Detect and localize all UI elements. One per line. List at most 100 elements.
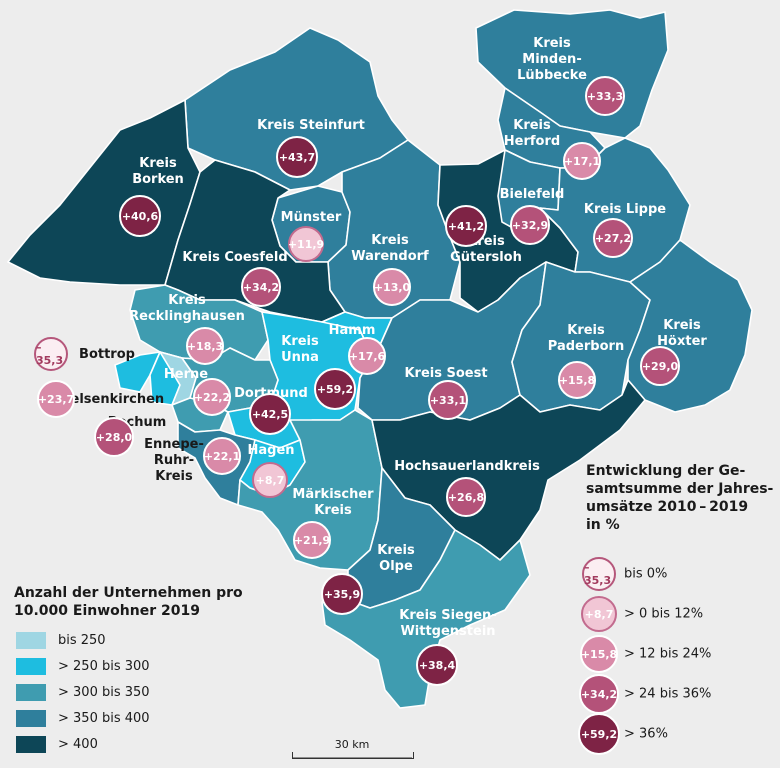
label-ennepe-line: Ennepe- [144, 437, 204, 452]
label-hamm-line: Hamm [328, 323, 376, 338]
label-minden-line: Kreis [533, 36, 571, 51]
label-maerkischer-line: Märkischer [292, 487, 374, 502]
label-warendorf-line: Warendorf [351, 249, 429, 264]
legend-swatch [16, 710, 46, 727]
legend-right-title: Entwicklung der Ge- samtsumme der Jahres… [586, 463, 774, 533]
label-paderborn-line: Kreis [567, 323, 605, 338]
value-bubble-olpe: +35,9 [321, 573, 363, 615]
label-unna-line: Kreis [281, 334, 319, 349]
label-unna-line: Unna [281, 350, 319, 365]
label-borken: Kreis Borken [132, 156, 184, 188]
legend-right-sample: –35,3 [582, 557, 616, 591]
value-bubble-soest: +33,1 [428, 380, 468, 420]
value-bubble-warendorf: +13,0 [373, 268, 411, 306]
label-lippe-line: Kreis Lippe [583, 202, 667, 217]
label-ennepe-line: Kreis [155, 469, 193, 484]
label-minden-line: Lübbecke [517, 68, 587, 83]
legend-right-label: > 24 bis 36% [624, 686, 712, 702]
legend-left-title: Anzahl der Unternehmen pro 10.000 Einwoh… [14, 585, 243, 619]
label-warendorf: Kreis Warendorf [351, 233, 428, 265]
value-bubble-muenster: +11,9 [288, 226, 324, 262]
value-bubble-lippe: +27,2 [593, 218, 633, 258]
label-borken-line: Borken [132, 172, 184, 187]
label-muenster-line: Münster [280, 210, 342, 225]
legend-right-label: > 36% [624, 726, 668, 742]
label-olpe-line: Olpe [379, 559, 413, 574]
label-gelsenkirchen: Gelsenkirchen [60, 392, 164, 408]
label-maerkischer-line: Kreis [314, 503, 352, 518]
legend-right-sample: +8,7 [581, 596, 617, 632]
value-bubble-guetersloh: +41,2 [445, 205, 487, 247]
legend-right-sample: +34,2 [579, 674, 619, 714]
label-maerkischer: Märkischer Kreis [292, 487, 373, 519]
label-siegen: Kreis Siegen- Wittgenstein [399, 608, 496, 640]
legend-left-item: > 350 bis 400 [16, 710, 150, 727]
value-bubble-siegen: +38,4 [416, 644, 458, 686]
label-steinfurt-line: Kreis Steinfurt [257, 118, 365, 133]
label-lippe: Kreis Lippe [584, 202, 666, 218]
label-herne: Herne [164, 367, 208, 383]
legend-left-item: > 250 bis 300 [16, 658, 150, 675]
label-hagen: Hagen [247, 443, 294, 459]
value-bubble-herne: +22,2 [193, 378, 231, 416]
label-steinfurt: Kreis Steinfurt [257, 118, 365, 134]
label-hochsauerland-line: Hochsauerlandkreis [394, 459, 540, 474]
label-minden: Kreis Minden- Lübbecke [517, 36, 587, 84]
label-gelsenkirchen-line: Gelsenkirchen [59, 392, 165, 407]
label-recklinghausen-line: Kreis [168, 293, 206, 308]
label-soest: Kreis Soest [404, 366, 487, 382]
label-bielefeld: Bielefeld [500, 187, 565, 203]
value-bubble-herford: +17,1 [563, 142, 601, 180]
region-borken [7, 99, 201, 286]
label-hoexter: Kreis Höxter [657, 318, 707, 350]
value-bubble-paderborn: +15,8 [558, 361, 596, 399]
legend-swatch [16, 632, 46, 649]
legend-left-label: > 400 [58, 737, 98, 752]
legend-left-label: > 250 bis 300 [58, 659, 150, 674]
label-coesfeld-line: Kreis Coesfeld [182, 250, 288, 265]
legend-right-label: > 12 bis 24% [624, 646, 712, 662]
value-bubble-hagen: +8,7 [252, 462, 288, 498]
legend-right-label: > 0 bis 12% [624, 606, 704, 622]
value-bubble-unna2: +42,5 [249, 393, 291, 435]
label-bottrop-line: Bottrop [79, 347, 135, 362]
legend-left-item: > 300 bis 350 [16, 684, 150, 701]
legend-swatch [16, 658, 46, 675]
value-bubble-gelsenkirchen: +23,7 [37, 380, 75, 418]
value-bubble-bottrop: –35,3 [34, 337, 68, 371]
legend-right-sample: +59,2 [578, 713, 620, 755]
value-bubble-maerkischer: +21,9 [293, 521, 331, 559]
value-bubble-hoexter: +29,0 [640, 346, 680, 386]
label-hoexter-line: Höxter [657, 334, 707, 349]
scale-bar [292, 752, 414, 759]
legend-left-item: bis 250 [16, 632, 106, 649]
label-bottrop: Bottrop [79, 347, 135, 363]
legend-left-label: bis 250 [58, 633, 106, 648]
value-bubble-bochum: +28,0 [94, 417, 134, 457]
label-paderborn-line: Paderborn [547, 339, 625, 354]
label-olpe: Kreis Olpe [377, 543, 415, 575]
label-coesfeld: Kreis Coesfeld [182, 250, 287, 266]
label-siegen-line: Wittgenstein [400, 624, 496, 639]
label-unna: Kreis Unna [281, 334, 319, 366]
label-warendorf-line: Kreis [371, 233, 409, 248]
legend-swatch [16, 736, 46, 753]
label-recklinghausen: Kreis Recklinghausen [129, 293, 245, 325]
label-borken-line: Kreis [139, 156, 177, 171]
label-recklinghausen-line: Recklinghausen [129, 309, 245, 324]
label-hochsauerland: Hochsauerlandkreis [394, 459, 540, 475]
value-bubble-ennepe: +22,1 [203, 437, 241, 475]
value-bubble-bielefeld: +32,9 [510, 205, 550, 245]
region-siegen [321, 529, 531, 709]
label-minden-line: Minden- [522, 52, 582, 67]
label-olpe-line: Kreis [377, 543, 415, 558]
legend-right-sample: +15,8 [580, 635, 618, 673]
value-bubble-steinfurt: +43,7 [276, 136, 318, 178]
label-herford: Kreis Herford [504, 118, 560, 150]
legend-left-item: > 400 [16, 736, 98, 753]
legend-left-label: > 350 bis 400 [58, 711, 150, 726]
label-hamm: Hamm [329, 323, 376, 339]
label-soest-line: Kreis Soest [404, 366, 488, 381]
label-herford-line: Herford [503, 134, 561, 149]
value-bubble-borken: +40,6 [119, 195, 161, 237]
